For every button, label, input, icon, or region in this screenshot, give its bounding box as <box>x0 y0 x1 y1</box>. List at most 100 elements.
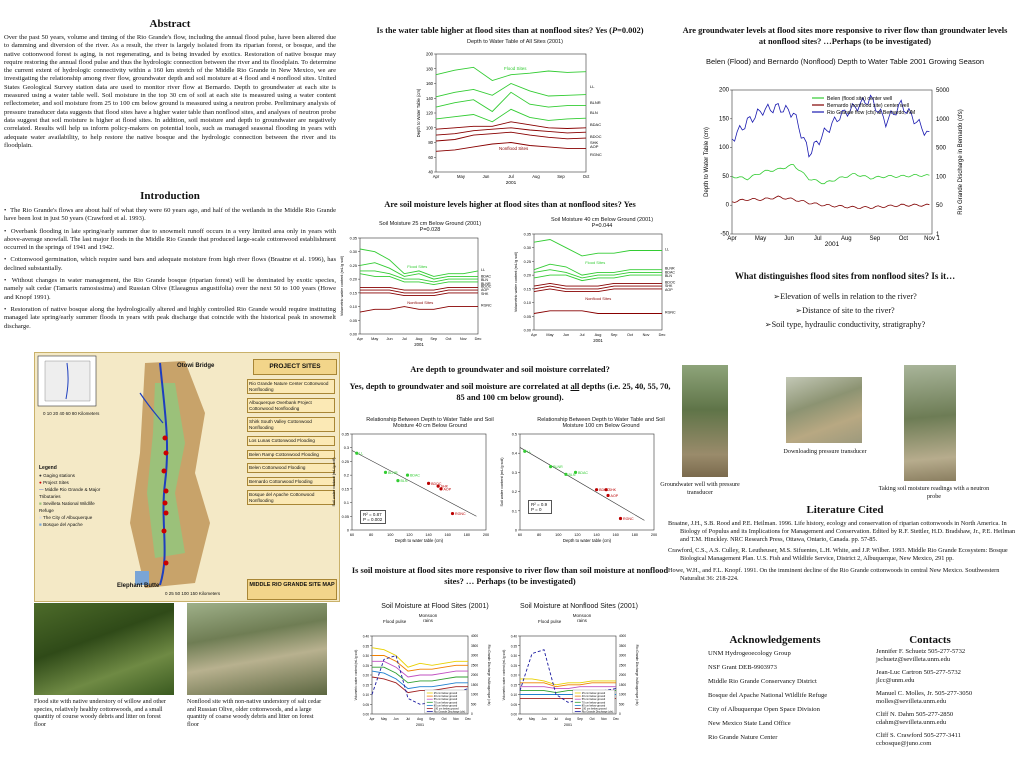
x-tick-label: Jun <box>563 333 569 337</box>
y-tick-label: 200 <box>426 52 434 57</box>
y-tick-label: 0.2 <box>344 474 349 478</box>
introduction-list: The Rio Grande's flows are about half of… <box>4 207 336 335</box>
y-axis-label: Volumetric water content (mL/g soil) <box>354 650 358 701</box>
y-tick-label: 50 <box>722 174 729 180</box>
y-tick-label: 0.25 <box>524 260 531 264</box>
literature-list: Braatne, J.H., S.B. Rood and P.E. Heilma… <box>668 520 1016 587</box>
series-line <box>520 678 616 686</box>
x-tick-label: Jun <box>386 337 392 341</box>
y-tick-label: 0.1 <box>344 501 349 505</box>
reference: Howe, W.H., and F.L. Knopf. 1991. On the… <box>668 566 1000 582</box>
contact-email[interactable]: ccbosque@juno.com <box>876 740 932 747</box>
x-tick-label: Jun <box>483 174 490 179</box>
contact-email[interactable]: cdahm@sevilleta.unm.edu <box>876 719 947 726</box>
x-tick-label: Jul <box>814 236 822 242</box>
y-tick-label: 80 <box>428 140 433 145</box>
site-map: Otowi Bridge Elephant Butte 0 10 20 40 6… <box>34 352 340 602</box>
x-tick-label: Aug <box>595 333 602 337</box>
x-tick-label: 200 <box>483 533 489 537</box>
series-line <box>435 108 587 123</box>
x-axis-label: Depth to water table (cm) <box>563 538 612 543</box>
ack-item: Rio Grande Nature Center <box>708 734 778 741</box>
legend-label: 70 cm below ground <box>434 700 458 704</box>
data-point <box>549 465 553 469</box>
x-tick-label: Nov <box>643 333 650 337</box>
ack-item: City of Albuquerque Open Space Division <box>708 706 820 713</box>
data-label: AOP <box>444 487 452 491</box>
map-site-list: Rio Grande Nature Center Cottonwood Nonf… <box>247 379 335 509</box>
x-tick-label: Apr <box>531 333 538 337</box>
x-tick-label: Aug <box>417 717 423 721</box>
y2-tick-label: 1000 <box>471 693 478 697</box>
data-label: RGNC <box>623 517 634 521</box>
series-line <box>533 285 662 290</box>
data-point <box>383 470 388 474</box>
intro-item: The Rio Grande's flows are about half of… <box>4 207 336 224</box>
download-caption: Downloading pressure transducer <box>783 448 867 455</box>
neutron-probe-photo <box>904 365 956 481</box>
contact-item: Cliff N. Dahm 505-277-2850 cdahm@sevillet… <box>876 711 1016 727</box>
x-axis-label: 2001 <box>506 180 517 185</box>
contacts-list: Jennifer F. Schuetz 505-277-5732 jschuetz… <box>876 648 1016 753</box>
series-line <box>359 273 478 286</box>
x-tick-label: Jun <box>784 236 794 242</box>
y-tick-label: 0.5 <box>512 433 517 437</box>
ack-item: Bosque del Apache National Wildlife Refu… <box>708 692 828 699</box>
reference: Crawford, C.S., A.S. Culley, R. Leutheus… <box>668 547 1008 563</box>
x-tick-label: Apr <box>727 236 736 242</box>
y-tick-label: 0.20 <box>350 278 357 282</box>
x-tick-label: May <box>381 717 387 721</box>
contact-item: Manuel C. Molles, Jr. 505-277-3050 molles… <box>876 690 1016 706</box>
y2-tick-label: 3500 <box>471 644 478 648</box>
map-site-box: Albuquerque Overbank Project Cottonwood … <box>247 398 335 413</box>
x-tick-label: Oct <box>446 337 453 341</box>
plot-area <box>533 233 663 331</box>
x-tick-label: Sep <box>557 174 565 179</box>
intro-item: Cottonwood germination, which require sa… <box>4 256 336 273</box>
chart-title: Soil Moisture at Nonflood Sites (2001) <box>520 603 638 610</box>
plot-area <box>731 89 933 235</box>
legend-label: SHK <box>481 292 489 296</box>
series-line <box>533 282 662 287</box>
intro-item: Restoration of native bosque along the h… <box>4 306 336 331</box>
legend-label: BDOC <box>481 284 492 288</box>
x-tick-label: Jul <box>580 333 585 337</box>
data-point <box>436 484 440 488</box>
x-tick-label: 160 <box>613 533 619 537</box>
y-tick-label: 0.35 <box>511 644 517 648</box>
y-axis-label: Volumetric water content (mL/g soil) <box>502 650 506 701</box>
contact-email[interactable]: jlcc@unm.edu <box>876 677 915 684</box>
contact-email[interactable]: jschuetz@sevilleta.unm.edu <box>876 656 951 663</box>
literature-title: Literature Cited <box>806 504 884 516</box>
y-axis-label: Soil water content (mL/g soil) <box>500 457 504 507</box>
legend-label: 55 cm below ground <box>434 697 458 701</box>
data-label: BLN <box>400 479 407 483</box>
y-tick-label: 0 <box>515 529 517 533</box>
data-label: SHK <box>441 485 449 489</box>
x-tick-label: 120 <box>574 533 580 537</box>
map-site-box: Bosque del Apache Cottonwood Nonflooding <box>247 490 335 505</box>
series-line <box>731 164 930 185</box>
series-line <box>372 660 468 678</box>
x-tick-label: Dec <box>465 717 471 721</box>
series-line <box>435 66 587 81</box>
y-tick-label: 0.4 <box>512 452 517 456</box>
x-tick-label: 160 <box>445 533 451 537</box>
x-tick-label: Aug <box>565 717 571 721</box>
abstract-text: Over the past 50 years, volume and timin… <box>4 34 336 149</box>
map-site-box: Shirk South Valley Cottonwood Nonfloodin… <box>247 417 335 432</box>
x-tick-label: Oct <box>583 174 590 179</box>
flood-pulse-label: Flood pulse <box>383 619 407 624</box>
y-tick-label: 0.00 <box>350 333 357 337</box>
legend-label: Rio Grande flow (cfs) at Bernardo, NM <box>827 110 915 116</box>
x-tick-label: Apr <box>518 717 524 721</box>
data-point <box>564 472 568 476</box>
contact-item: Cliff S. Crawford 505-277-3411 ccbosque@j… <box>876 732 1016 748</box>
y-tick-label: 0.2 <box>512 490 517 494</box>
y-tick-label: 0.05 <box>363 703 369 707</box>
y2-tick-label: 500 <box>936 146 947 152</box>
x-tick-label: May <box>529 717 535 721</box>
map-title: PROJECT SITES <box>253 359 337 375</box>
x-tick-label: 140 <box>593 533 599 537</box>
contact-email[interactable]: molles@sevilleta.unm.edu <box>876 698 947 705</box>
